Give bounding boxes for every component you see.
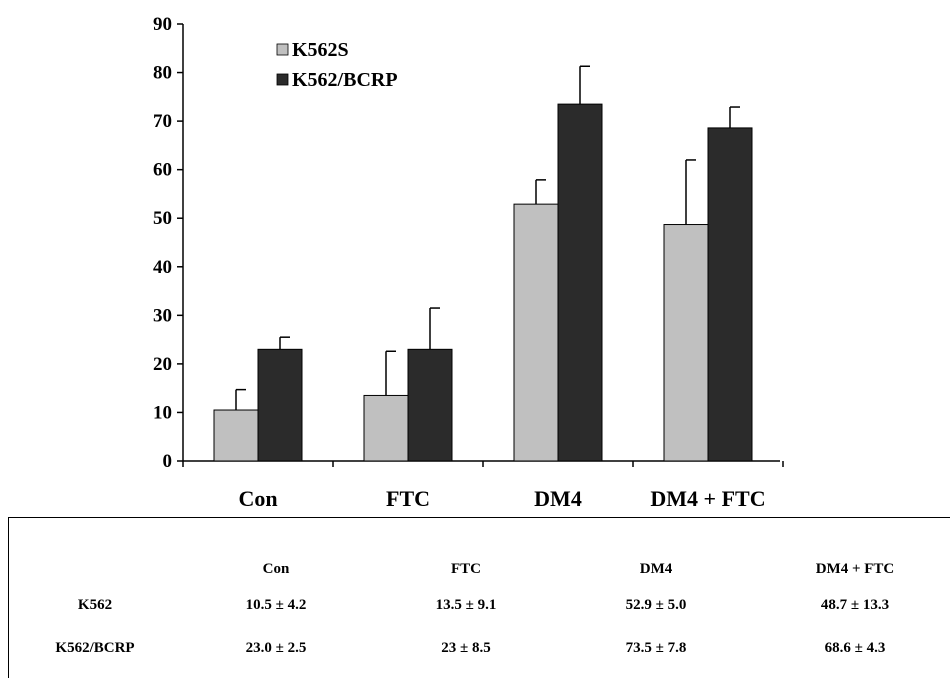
table-cell: 13.5 ± 9.1 [435,597,497,613]
legend-label: K562/BCRP [292,69,398,91]
bar-chart: 0 10 20 30 40 50 60 70 80 90 Con FTC DM4 DM4 + FTC K… [153,14,784,511]
data-table: Con FTC DM4 DM4 + FTC K562 10.5 ± 4.2 13… [8,517,950,678]
x-axis: Con FTC DM4 DM4 + FTC [182,460,784,511]
y-tick-label: 20 [153,354,172,375]
x-tick-label: DM4 + FTC [650,486,765,511]
table-cell: 23 ± 8.5 [441,640,491,656]
y-tick-label: 70 [153,111,172,132]
y-tick-label: 40 [153,257,172,278]
y-tick-label: 90 [153,14,172,35]
y-tick-label: 0 [163,451,173,472]
bar [213,409,259,462]
legend-label: K562S [292,39,349,61]
bar [257,348,303,462]
bar [407,348,453,462]
x-tick-label: Con [238,486,277,511]
row-label: K562/BCRP [55,640,135,656]
y-tick-label: 80 [153,63,172,84]
y-tick-label: 60 [153,160,172,181]
legend-swatch [276,73,289,86]
bar [363,394,409,462]
y-axis: 0 10 20 30 40 50 60 70 80 90 [153,14,184,472]
legend: K562S K562/BCRP [276,39,398,91]
table-header-row: Con FTC DM4 DM4 + FTC [9,518,950,584]
table-header-cell: FTC [451,561,481,577]
table-header-cell [9,518,181,584]
x-tick-label: DM4 [534,486,582,511]
y-tick-label: 30 [153,305,172,326]
bar [663,224,709,462]
bar [557,103,603,462]
legend-swatch [276,43,289,56]
table-row: K562/BCRP 23.0 ± 2.5 23 ± 8.5 73.5 ± 7.8… [9,627,950,670]
table-cell: 73.5 ± 7.8 [625,640,687,656]
bar [513,203,559,462]
bars [213,65,753,462]
table-cell: 48.7 ± 13.3 [820,597,890,613]
table-cell: 23.0 ± 2.5 [245,640,307,656]
table-cell: 52.9 ± 5.0 [625,597,687,613]
table-row: K562 10.5 ± 4.2 13.5 ± 9.1 52.9 ± 5.0 48… [9,584,950,627]
table-header-cell: Con [262,561,290,577]
y-tick-label: 10 [153,402,172,423]
table-cell: 10.5 ± 4.2 [245,597,307,613]
y-tick-label: 50 [153,208,172,229]
row-label: K562 [77,597,113,613]
table-cell: 68.6 ± 4.3 [824,640,886,656]
x-tick-label: FTC [386,486,430,511]
bar [707,127,753,462]
table-header-cell: DM4 + FTC [815,561,895,577]
table-header-cell: DM4 [639,561,673,577]
